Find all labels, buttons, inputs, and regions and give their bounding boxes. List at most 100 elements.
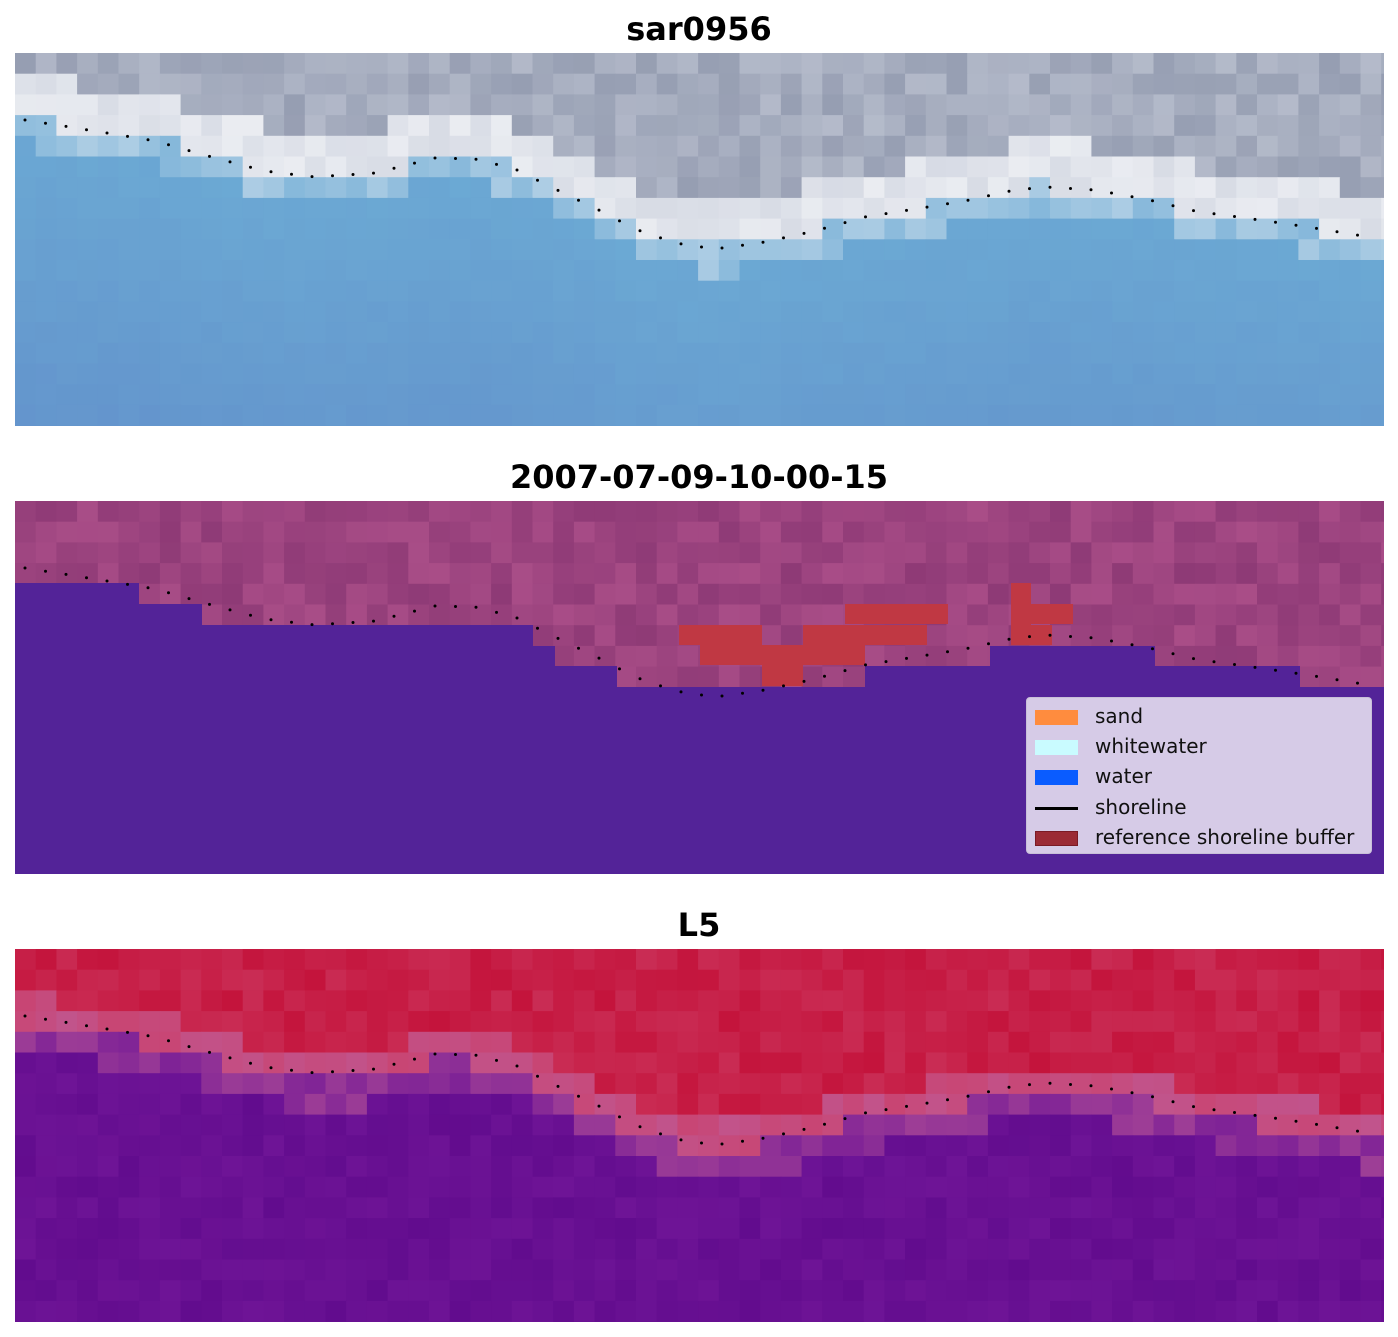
image-pixel [1360, 1176, 1382, 1198]
image-pixel [180, 563, 202, 585]
image-pixel [615, 342, 637, 364]
image-pixel [884, 404, 906, 426]
image-pixel [242, 1218, 264, 1240]
image-pixel [780, 1073, 803, 1095]
image-pixel [284, 301, 306, 323]
image-pixel [615, 1052, 637, 1074]
image-pixel [1091, 1093, 1113, 1116]
image-pixel [843, 1093, 865, 1116]
image-pixel [884, 1114, 906, 1136]
image-pixel [1277, 1280, 1299, 1302]
image-pixel [553, 1011, 575, 1033]
image-pixel [925, 563, 947, 585]
image-pixel [56, 1218, 78, 1240]
shoreline-point [1089, 636, 1093, 640]
image-pixel [1236, 1156, 1258, 1178]
image-pixel [15, 280, 37, 302]
image-pixel [284, 363, 306, 385]
image-pixel [222, 583, 244, 605]
image-pixel [573, 53, 596, 75]
image-pixel [429, 239, 451, 261]
image-pixel [242, 363, 264, 385]
image-pixel [1091, 1300, 1113, 1322]
image-pixel [304, 363, 326, 385]
image-pixel [1277, 1093, 1299, 1116]
image-pixel [656, 73, 678, 95]
image-pixel [346, 1259, 368, 1281]
image-pixel [905, 197, 927, 220]
image-pixel [35, 1114, 57, 1136]
legend-label: sand [1095, 704, 1144, 728]
image-pixel [470, 1238, 492, 1260]
image-pixel [1050, 342, 1072, 364]
image-pixel [1319, 1073, 1341, 1095]
image-pixel [1050, 949, 1072, 971]
image-pixel [1298, 177, 1320, 199]
image-pixel [1132, 53, 1154, 75]
image-pixel [304, 1114, 326, 1136]
image-pixel [15, 969, 37, 991]
image-pixel [1132, 94, 1154, 116]
image-pixel [1298, 949, 1320, 971]
image-pixel [987, 521, 1010, 543]
image-pixel [1236, 301, 1258, 323]
image-pixel [1174, 53, 1196, 75]
image-pixel [35, 404, 57, 426]
image-pixel [1050, 156, 1072, 178]
image-pixel [967, 73, 989, 95]
image-pixel [511, 1135, 533, 1157]
image-pixel [532, 604, 554, 626]
image-pixel [573, 115, 596, 137]
image-pixel [1381, 342, 1384, 364]
image-pixel [863, 342, 885, 364]
image-pixel [263, 1238, 285, 1260]
image-pixel [1298, 1011, 1320, 1033]
image-pixel [201, 384, 223, 406]
shoreline-point [700, 245, 703, 249]
image-pixel [1319, 501, 1341, 523]
image-pixel [1360, 1280, 1382, 1302]
image-pixel [429, 1197, 451, 1219]
image-pixel [56, 280, 78, 302]
image-pixel [553, 1280, 575, 1302]
image-pixel [511, 156, 533, 178]
image-pixel [1360, 260, 1382, 282]
image-pixel [1319, 1114, 1341, 1136]
image-pixel [1257, 1300, 1279, 1322]
image-pixel [1319, 115, 1341, 137]
image-pixel [77, 542, 99, 564]
image-pixel [822, 563, 844, 585]
image-pixel [1112, 135, 1134, 157]
shoreline-point [23, 1014, 27, 1018]
image-pixel [573, 1280, 596, 1302]
image-pixel [1070, 949, 1092, 971]
image-pixel [987, 1073, 1010, 1095]
image-pixel [1257, 260, 1279, 282]
image-pixel [1194, 301, 1217, 323]
shoreline-point [474, 157, 478, 161]
image-pixel [408, 521, 430, 543]
image-pixel [346, 1114, 368, 1136]
image-pixel [1298, 197, 1320, 220]
image-pixel [1153, 404, 1175, 426]
image-pixel [946, 384, 968, 406]
image-pixel [987, 1176, 1010, 1198]
image-pixel [822, 501, 844, 523]
shoreline-point [946, 202, 949, 206]
image-pixel [387, 1114, 409, 1136]
image-pixel [760, 1156, 782, 1178]
image-pixel [222, 404, 244, 426]
shoreline-point [1274, 1116, 1277, 1120]
image-pixel [77, 1218, 99, 1240]
image-pixel [1257, 645, 1279, 668]
image-pixel [615, 94, 637, 116]
image-pixel [118, 280, 140, 302]
image-pixel [35, 1300, 57, 1322]
image-pixel [843, 949, 865, 971]
shoreline-point [864, 215, 867, 219]
image-pixel [656, 583, 678, 605]
image-pixel [159, 1280, 182, 1302]
image-pixel [1029, 1218, 1051, 1240]
shoreline-point [1294, 671, 1298, 675]
image-pixel [118, 115, 140, 137]
